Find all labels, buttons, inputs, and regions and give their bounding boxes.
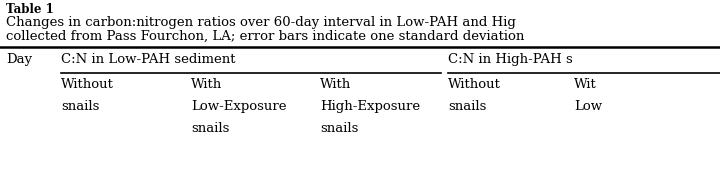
Text: snails: snails [320, 122, 359, 135]
Text: High-Exposure: High-Exposure [320, 100, 420, 113]
Text: snails: snails [191, 122, 229, 135]
Text: Low: Low [574, 100, 602, 113]
Text: Table 1: Table 1 [6, 3, 54, 16]
Text: C:N in High-PAH s: C:N in High-PAH s [448, 53, 572, 66]
Text: collected from Pass Fourchon, LA; error bars indicate one standard deviation: collected from Pass Fourchon, LA; error … [6, 30, 524, 43]
Text: Changes in carbon:nitrogen ratios over 60-day interval in Low-PAH and Hig: Changes in carbon:nitrogen ratios over 6… [6, 16, 516, 29]
Text: With: With [191, 78, 222, 91]
Text: Day: Day [6, 53, 32, 66]
Text: With: With [320, 78, 351, 91]
Text: Wit: Wit [574, 78, 597, 91]
Text: snails: snails [448, 100, 486, 113]
Text: Without: Without [448, 78, 500, 91]
Text: Without: Without [61, 78, 114, 91]
Text: snails: snails [61, 100, 99, 113]
Text: Low-Exposure: Low-Exposure [191, 100, 287, 113]
Text: C:N in Low-PAH sediment: C:N in Low-PAH sediment [61, 53, 235, 66]
